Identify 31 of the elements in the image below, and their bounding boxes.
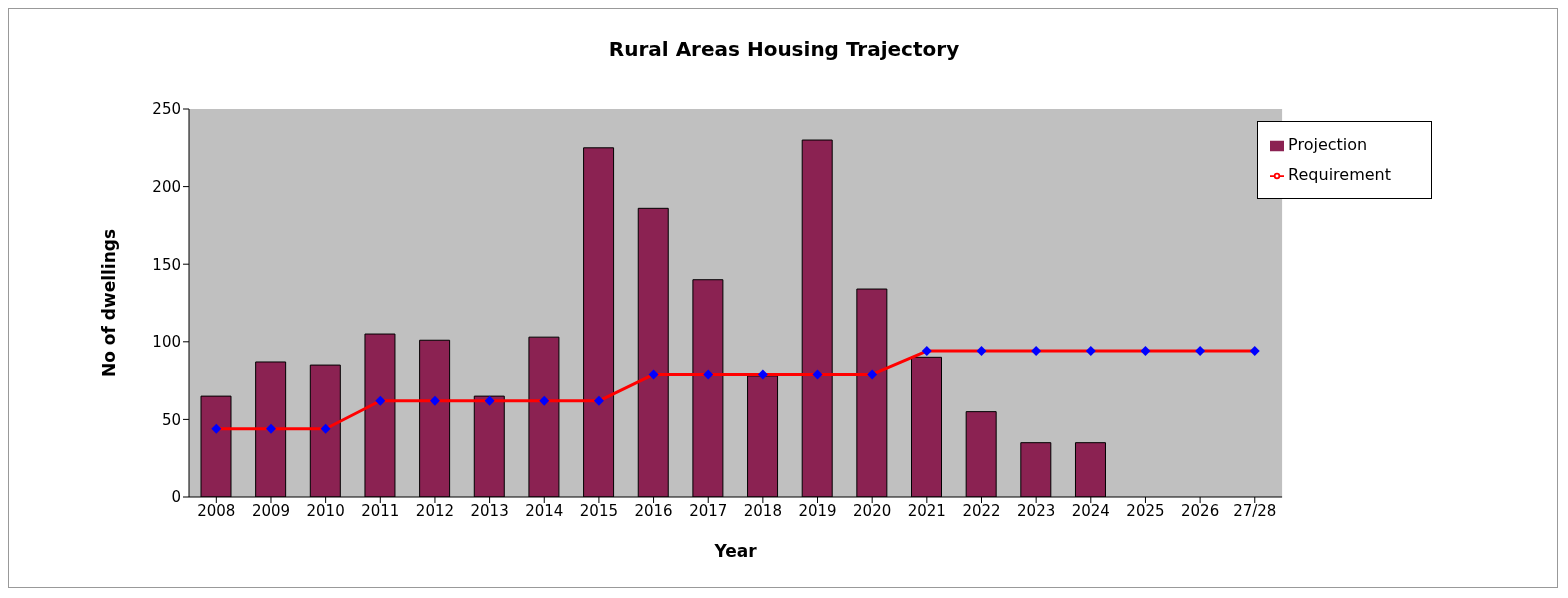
y-tick-label: 150	[152, 255, 181, 274]
x-tick-label: 2013	[470, 501, 509, 520]
x-tick-label: 2010	[306, 501, 345, 520]
x-tick-label: 2018	[743, 501, 782, 520]
x-tick-label: 2011	[361, 501, 400, 520]
y-tick-label: 50	[161, 410, 181, 429]
x-tick-label: 2024	[1071, 501, 1110, 520]
x-tick-label: 2016	[634, 501, 673, 520]
x-tick-label: 2023	[1017, 501, 1056, 520]
x-tick-label: 2019	[798, 501, 837, 520]
y-tick-label: 100	[152, 333, 181, 352]
x-tick-label: 2014	[525, 501, 564, 520]
chart-title: Rural Areas Housing Trajectory	[607, 37, 961, 61]
x-tick-label: 2026	[1181, 501, 1220, 520]
x-tick-label: 2020	[853, 501, 892, 520]
x-tick-label: 27/28	[1233, 501, 1277, 520]
x-tick-label: 2015	[579, 501, 618, 520]
legend-label: Requirement	[1288, 165, 1391, 184]
x-tick-label: 2022	[962, 501, 1001, 520]
x-tick-label: 2009	[251, 501, 291, 520]
y-tick-label: 0	[171, 488, 181, 507]
x-tick-label: 2012	[415, 501, 455, 520]
legend-label: Projection	[1288, 135, 1368, 154]
x-tick-label: 2008	[197, 501, 236, 520]
x-tick-label: 2017	[689, 501, 728, 520]
x-axis-title: Year	[713, 541, 758, 561]
y-tick-label: 200	[152, 177, 181, 196]
x-tick-label: 2025	[1126, 501, 1165, 520]
x-tick-label: 2021	[907, 501, 946, 520]
y-axis-title: No of dwellings	[99, 228, 120, 378]
y-tick-label: 250	[152, 100, 181, 119]
